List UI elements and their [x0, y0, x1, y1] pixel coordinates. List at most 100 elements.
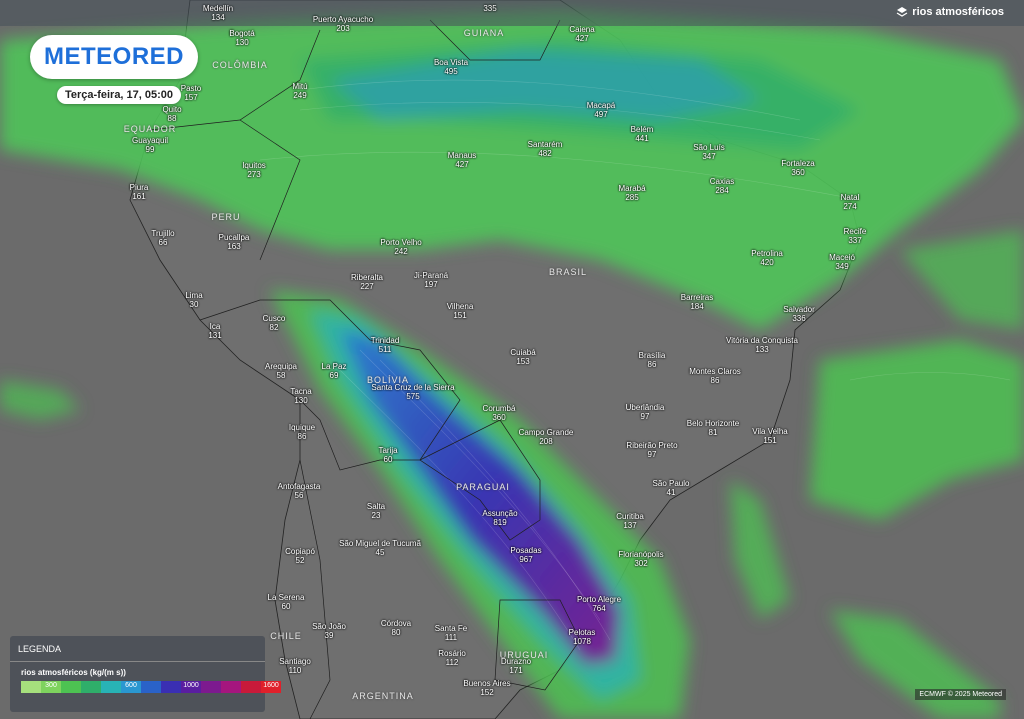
city-name: Buenos Aires — [463, 679, 511, 688]
city-label[interactable]: Posadas 967 — [510, 546, 541, 564]
city-label[interactable]: Rosário 112 — [438, 649, 466, 667]
city-label[interactable]: Maceió 349 — [829, 253, 855, 271]
city-label[interactable]: Fortaleza 360 — [781, 159, 814, 177]
city-label[interactable]: Pelotas 1078 — [569, 628, 596, 646]
city-label[interactable]: Campo Grande 208 — [519, 428, 574, 446]
legend-title: LEGENDA — [18, 644, 62, 654]
legend-swatch: 1600 — [261, 681, 281, 693]
city-label[interactable]: Belém 441 — [631, 125, 654, 143]
city-name: Antofagasta — [277, 482, 321, 491]
city-value: 482 — [538, 149, 552, 158]
city-value: 497 — [594, 110, 608, 119]
legend-panel: LEGENDA rios atmosféricos (kg/(m s)) 300… — [10, 636, 281, 712]
city-label[interactable]: Corumbá 360 — [483, 404, 516, 422]
city-name: Curitiba — [616, 512, 644, 521]
city-label[interactable]: Ica 131 — [208, 322, 221, 340]
layer-indicator[interactable]: rios atmosféricos — [896, 6, 1004, 18]
city-label[interactable]: Petrolina 420 — [751, 249, 783, 267]
city-label[interactable]: Montes Claros 86 — [689, 367, 741, 385]
city-label[interactable]: Buenos Aires 152 — [463, 679, 510, 697]
city-label[interactable]: Tarija 60 — [378, 446, 397, 464]
city-label[interactable]: Boa Vista 495 — [434, 58, 468, 76]
city-label[interactable]: Salvador 336 — [783, 305, 815, 323]
city-label[interactable]: Ribeirão Preto 97 — [626, 441, 677, 459]
city-label[interactable]: Copiapó 52 — [285, 547, 315, 565]
city-label[interactable]: São Luís 347 — [693, 143, 725, 161]
city-name: Pelotas — [568, 628, 596, 637]
city-label[interactable]: Ji-Paraná 197 — [414, 271, 448, 289]
city-value: 441 — [635, 134, 649, 143]
city-label[interactable]: Porto Alegre 764 — [577, 595, 621, 613]
city-label[interactable]: Macapá 497 — [587, 101, 615, 119]
city-label[interactable]: Antofagasta 56 — [278, 482, 321, 500]
city-value: 360 — [492, 413, 506, 422]
city-label[interactable]: Vila Velha 151 — [752, 427, 787, 445]
city-value: 133 — [755, 345, 769, 354]
city-label[interactable]: Santarém 482 — [528, 140, 563, 158]
city-label[interactable]: Caiena 427 — [569, 25, 594, 43]
city-label[interactable]: Recife 337 — [844, 227, 867, 245]
city-label[interactable]: Trujillo 66 — [151, 229, 174, 247]
city-label[interactable]: Córdova 80 — [381, 619, 411, 637]
city-label[interactable]: Cusco 82 — [263, 314, 286, 332]
city-value: 163 — [227, 242, 241, 251]
city-name: Porto Alegre — [576, 595, 622, 604]
city-label[interactable]: Salta 23 — [367, 502, 385, 520]
city-name: Florianópolis — [618, 550, 664, 559]
city-label[interactable]: Vitória da Conquista 133 — [726, 336, 798, 354]
city-label[interactable]: Bogotá 130 — [229, 29, 254, 47]
city-label[interactable]: Trinidad 511 — [371, 336, 400, 354]
city-label[interactable]: Quito 88 — [162, 105, 181, 123]
city-label[interactable]: Belo Horizonte 81 — [687, 419, 739, 437]
city-label[interactable]: Piura 161 — [130, 183, 149, 201]
city-label[interactable]: Lima 30 — [185, 291, 202, 309]
city-label[interactable]: Manaus 427 — [448, 151, 476, 169]
city-label[interactable]: São Paulo 41 — [653, 479, 690, 497]
city-label[interactable]: São João 39 — [312, 622, 346, 640]
city-label[interactable]: Vilhena 151 — [447, 302, 474, 320]
city-label[interactable]: Pasto 157 — [181, 84, 201, 102]
city-label[interactable]: Tacna 130 — [290, 387, 311, 405]
city-label[interactable]: 335 — [483, 4, 496, 13]
city-label[interactable]: Florianópolis 302 — [618, 550, 663, 568]
city-label[interactable]: Durazno 171 — [501, 657, 531, 675]
city-value: 161 — [132, 192, 146, 201]
city-value: 203 — [336, 24, 350, 33]
city-value: 110 — [288, 666, 302, 675]
city-label[interactable]: Caxias 284 — [710, 177, 734, 195]
city-label[interactable]: Arequipa 58 — [265, 362, 297, 380]
city-label[interactable]: São Miguel de Tucumã 45 — [339, 539, 421, 557]
city-value: 284 — [715, 186, 729, 195]
city-label[interactable]: Natal 274 — [841, 193, 860, 211]
city-label[interactable]: Guayaquil 99 — [132, 136, 168, 154]
city-label[interactable]: Iquique 86 — [289, 423, 315, 441]
city-label[interactable]: La Paz 69 — [322, 362, 347, 380]
city-name: Mitú — [292, 82, 308, 91]
city-name: Uberlândia — [625, 403, 665, 412]
city-label[interactable]: Mitú 249 — [292, 82, 307, 100]
city-label[interactable]: Riberalta 227 — [351, 273, 383, 291]
flow-streaklines — [259, 79, 1011, 651]
city-label[interactable]: Brasília 86 — [639, 351, 666, 369]
city-label[interactable]: Puerto Ayacucho 203 — [313, 15, 373, 33]
city-label[interactable]: La Serena 60 — [268, 593, 305, 611]
city-label[interactable]: Santiago 110 — [279, 657, 311, 675]
meteored-logo[interactable]: METEORED — [30, 35, 198, 79]
city-label[interactable]: Santa Cruz de la Sierra 575 — [371, 383, 454, 401]
city-label[interactable]: Medellín 134 — [203, 4, 233, 22]
city-label[interactable]: Iquitos 273 — [242, 161, 266, 179]
moisture-field — [0, 10, 1024, 719]
city-label[interactable]: Porto Velho 242 — [380, 238, 421, 256]
city-value: 52 — [295, 556, 305, 565]
city-label[interactable]: Santa Fe 111 — [435, 624, 467, 642]
legend-variable: rios atmosféricos (kg/(m s)) — [21, 668, 126, 677]
city-label[interactable]: Marabá 285 — [618, 184, 645, 202]
city-label[interactable]: Pucallpa 163 — [219, 233, 250, 251]
city-label[interactable]: Uberlândia 97 — [626, 403, 665, 421]
city-label[interactable]: Cuiabá 153 — [510, 348, 535, 366]
city-value: 427 — [575, 34, 589, 43]
city-label[interactable]: Barreiras 184 — [681, 293, 713, 311]
city-label[interactable]: Assunção 819 — [482, 509, 517, 527]
city-label[interactable]: Curitiba 137 — [616, 512, 644, 530]
